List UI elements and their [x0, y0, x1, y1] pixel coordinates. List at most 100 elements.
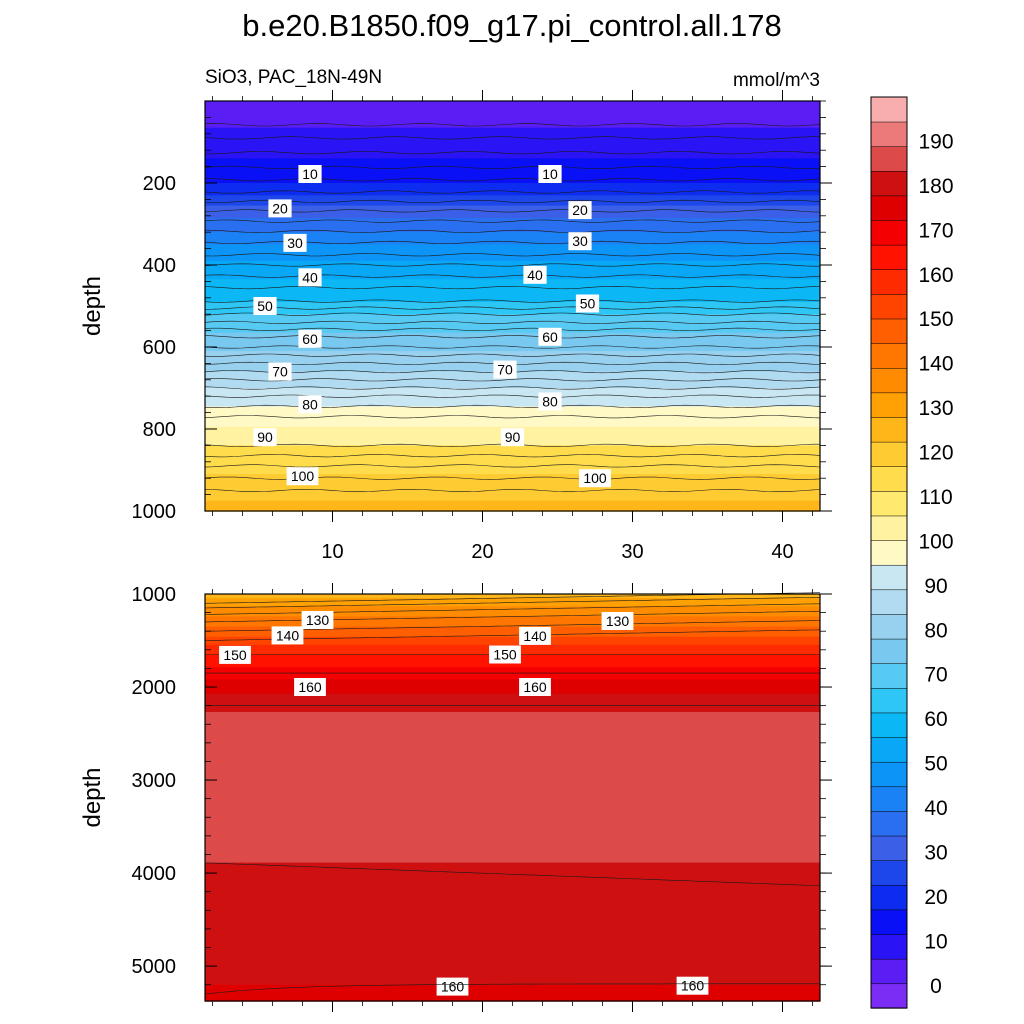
contour-label-box: [298, 165, 322, 183]
contour-fill-band: [205, 712, 820, 864]
contour-label-box: [253, 428, 277, 447]
contour-label: 30: [287, 235, 303, 251]
contour-line: [204, 209, 821, 213]
contour-fill-band: [205, 332, 820, 352]
contour-label-box: [283, 233, 307, 252]
contour-line: [204, 240, 821, 245]
contour-line: [204, 862, 821, 886]
x-tick-label: 10: [321, 541, 343, 563]
contour-label-box: [538, 392, 562, 411]
contour-label: 140: [276, 627, 300, 643]
contour-fill-band: [205, 984, 820, 1002]
contour-label: 60: [542, 329, 558, 345]
colorbar-swatch: [870, 933, 908, 960]
contour-label: 20: [272, 200, 288, 216]
contour-label-box: [500, 428, 525, 447]
colorbar-swatch: [870, 613, 908, 640]
contour-fill-band: [205, 371, 820, 389]
colorbar-swatch: [870, 786, 908, 812]
colorbar-swatch: [870, 145, 908, 172]
contour-fill-band: [205, 217, 820, 233]
y-tick-label: 800: [143, 419, 176, 441]
contour-label-box: [436, 977, 469, 996]
colorbar-tick-label: 100: [918, 530, 953, 553]
y-tick-label: 2000: [132, 677, 177, 699]
contour-fill-band: [205, 388, 820, 408]
contour-label-box: [268, 199, 292, 218]
contour-fill-band: [205, 606, 820, 618]
contour-fill-band: [205, 862, 820, 986]
colorbar-tick-label: 130: [918, 397, 953, 420]
contour-label-box: [519, 626, 551, 645]
contour-label: 160: [441, 979, 465, 995]
contour-label-box: [286, 467, 319, 486]
contour-label-box: [493, 360, 517, 379]
contour-label-box: [568, 232, 592, 251]
contour-fill-band: [205, 500, 820, 512]
contour-line: [204, 629, 821, 641]
contour-label: 100: [291, 468, 315, 484]
contour-label: 90: [505, 429, 521, 445]
contour-label-box: [253, 297, 277, 315]
contour-line: [204, 327, 821, 331]
contour-fill-band: [205, 594, 820, 599]
contour-label-box: [219, 645, 251, 664]
contour-label: 80: [542, 394, 558, 410]
colorbar-swatch: [870, 441, 908, 467]
colorbar-swatch: [870, 195, 908, 221]
contour-line: [204, 285, 821, 290]
colorbar-swatch: [870, 958, 908, 985]
colorbar-swatch: [870, 884, 908, 911]
contour-label: 100: [583, 470, 607, 486]
contour-label-box: [523, 265, 547, 284]
colorbar-tick-label: 110: [919, 486, 952, 509]
colorbar-tick-label: 190: [918, 130, 953, 153]
colorbar-swatch: [870, 269, 908, 295]
y-axis-label: depth: [79, 276, 106, 336]
colorbar-swatch: [870, 638, 908, 664]
colorbar-tick-label: 30: [924, 841, 947, 864]
x-tick-label: 40: [771, 541, 793, 563]
contour-label-box: [268, 362, 292, 381]
colorbar-swatch: [870, 466, 908, 492]
y-tick-label: 1000: [132, 584, 177, 606]
contour-line: [204, 229, 821, 233]
contour-line: [204, 190, 821, 194]
colorbar-swatch: [870, 712, 908, 738]
y-tick-label: 1000: [132, 501, 177, 523]
colorbar-swatch: [870, 392, 908, 418]
contour-line: [204, 353, 821, 357]
contour-line: [204, 253, 821, 257]
contour-label-box: [489, 645, 521, 664]
contour-line: [204, 320, 821, 324]
contour-fill-band: [205, 667, 820, 681]
colorbar-swatch: [870, 860, 908, 886]
y-tick-label: 600: [143, 337, 176, 359]
colorbar-swatch: [870, 515, 908, 541]
colorbar-tick-label: 140: [918, 353, 953, 376]
colorbar-swatch: [870, 663, 908, 689]
contour-label: 130: [606, 613, 630, 629]
colorbar-swatch: [870, 564, 908, 591]
colorbar-swatch: [870, 96, 908, 123]
contour-label: 130: [306, 612, 330, 628]
colorbar-swatch: [870, 244, 908, 270]
lower-panel: 130 130 140 140 150 150 160 160 160 160 1000 2000 30…: [79, 583, 832, 1012]
contour-label-box: [538, 327, 562, 346]
contour-label: 10: [542, 166, 558, 182]
contour-fill-band: [205, 232, 820, 246]
contour-fill-band: [205, 195, 820, 207]
contour-line: [204, 454, 821, 458]
variable-label: SiO3, PAC_18N-49N: [205, 67, 382, 88]
contour-fill-band: [205, 260, 820, 281]
colorbar-swatch: [870, 983, 908, 1009]
contour-fill-band: [205, 626, 820, 638]
x-tick-label: 30: [621, 541, 643, 563]
colorbar-swatch: [870, 318, 908, 344]
contour-line: [204, 386, 821, 390]
colorbar-tick-label: 180: [918, 175, 953, 198]
contour-label-box: [301, 611, 334, 629]
colorbar-tick-label: 150: [918, 308, 953, 331]
contour-line: [204, 312, 821, 316]
